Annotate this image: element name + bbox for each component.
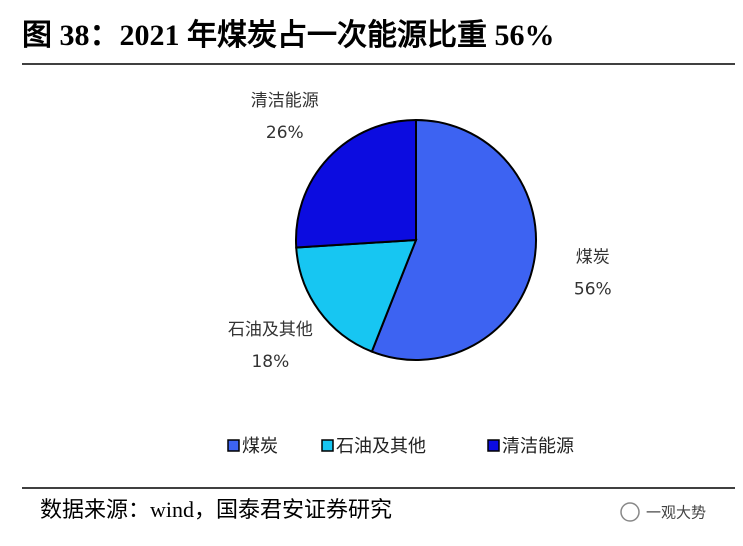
slice-value: 18% [251,352,289,372]
slice-value: 26% [266,123,304,143]
legend-label: 煤炭 [242,436,278,457]
legend-swatch [487,439,500,452]
source: 数据来源：wind，国泰君安证券研究 [40,497,392,522]
pie-slice [370,118,537,361]
legend-swatch [227,439,240,452]
legend-label: 清洁能源 [502,436,574,457]
slice-label: 石油及其他 [228,320,313,340]
slice-label: 清洁能源 [251,91,319,111]
pie-slice [295,238,418,353]
pie-slice [295,118,417,249]
watermark-icon [620,502,640,522]
watermark: 一观大势 [646,504,706,522]
legend-swatch [321,439,334,452]
legend-label: 石油及其他 [336,436,426,457]
slice-label: 煤炭 [576,248,610,268]
chart-title: 图 38：2021 年煤炭占一次能源比重 56% [22,19,555,52]
slice-value: 56% [574,280,612,300]
